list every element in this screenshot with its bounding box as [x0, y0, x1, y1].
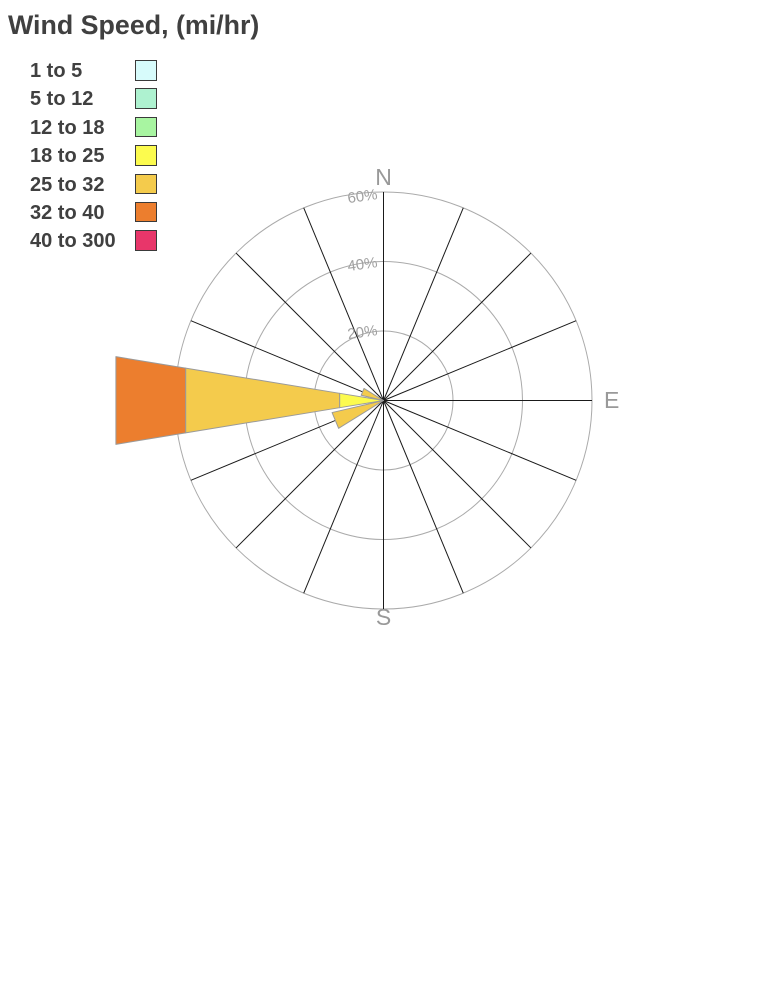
- svg-text:E: E: [604, 387, 619, 413]
- svg-text:20%: 20%: [346, 322, 378, 343]
- svg-text:N: N: [375, 164, 392, 190]
- svg-text:S: S: [376, 604, 391, 630]
- svg-text:60%: 60%: [346, 186, 378, 207]
- svg-text:40%: 40%: [346, 254, 378, 275]
